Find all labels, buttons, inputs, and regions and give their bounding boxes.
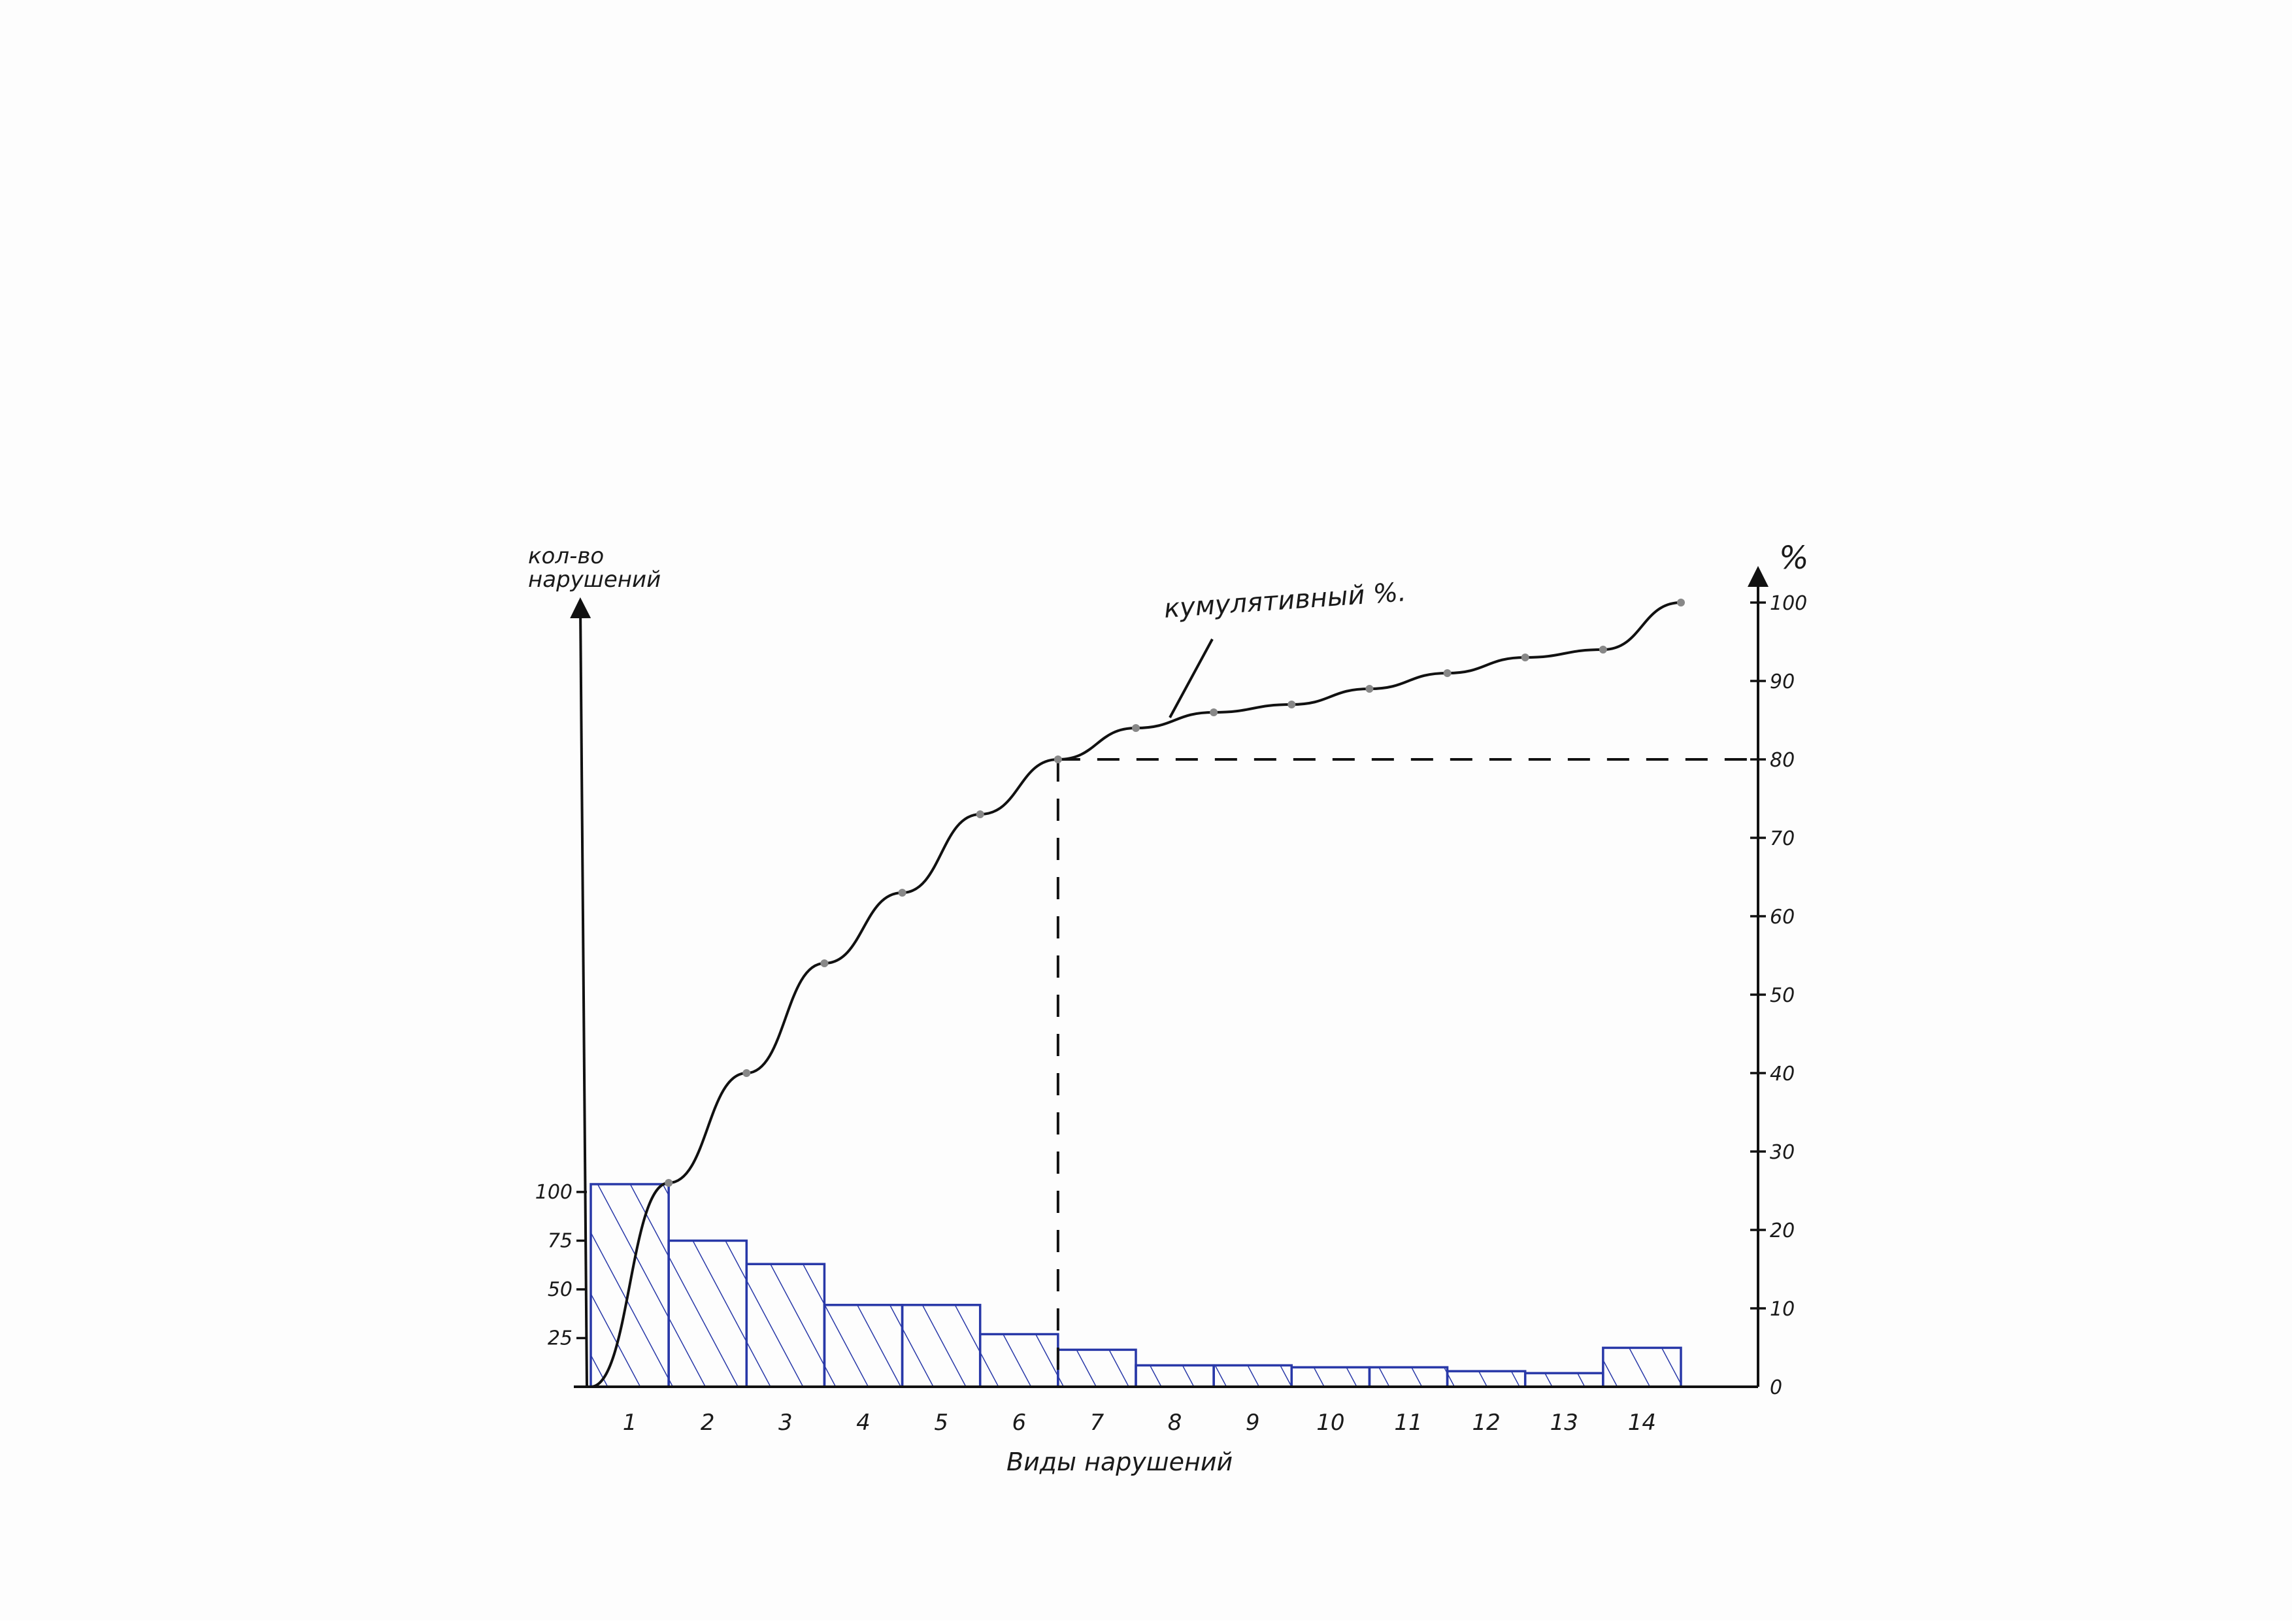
cumulative-point-13	[1599, 646, 1607, 654]
bar-12	[1446, 1370, 1527, 1388]
right-tick-label-80: 80	[1770, 749, 1795, 772]
x-tick-label-3: 3	[778, 1410, 793, 1436]
x-tick-label-11: 11	[1394, 1410, 1422, 1436]
x-tick-label-6: 6	[1012, 1410, 1026, 1436]
x-tick-label-2: 2	[701, 1410, 715, 1436]
x-tick-label-8: 8	[1168, 1410, 1182, 1436]
cumulative-point-8	[1210, 708, 1218, 716]
right-tick-label-20: 20	[1770, 1219, 1795, 1242]
left-tick-label-75: 75	[548, 1229, 573, 1252]
cumulative-point-6	[1054, 755, 1062, 763]
cumulative-point-2	[742, 1069, 751, 1077]
x-tick-label-14: 14	[1628, 1410, 1656, 1436]
right-axis-title: %	[1779, 540, 1809, 576]
bar-2	[667, 1239, 748, 1388]
left-tick-label-25: 25	[548, 1327, 573, 1350]
bar-11	[1368, 1366, 1449, 1388]
cumulative-point-4	[898, 889, 906, 897]
cumulative-point-12	[1521, 654, 1529, 661]
x-tick-label-13: 13	[1550, 1410, 1578, 1436]
cumulative-annotation: кумулятивный %.	[1163, 577, 1407, 624]
threshold-80-lines	[1056, 758, 1758, 1387]
bar-10	[1290, 1366, 1371, 1388]
left-axis-ticks: 25 50 75 100	[535, 1181, 587, 1350]
cumulative-point-11	[1443, 669, 1452, 677]
cumulative-line-layer	[590, 599, 1685, 1388]
left-y-axis	[570, 597, 591, 1387]
cumulative-point-3	[820, 959, 829, 967]
left-axis-title-line1: кол-во	[528, 543, 604, 569]
x-axis-tick-labels: 1 2 3 4 5 6 7 8 9 10 11 12 13 14	[623, 1410, 1656, 1436]
cumulative-point-7	[1132, 724, 1140, 732]
right-tick-label-40: 40	[1770, 1063, 1795, 1085]
x-axis-title: Виды нарушений	[1006, 1448, 1233, 1476]
left-tick-label-50: 50	[548, 1278, 573, 1301]
bar-6	[978, 1333, 1059, 1388]
bar-5	[901, 1304, 982, 1388]
cumulative-point-1	[665, 1179, 673, 1187]
cumulative-point-10	[1365, 685, 1374, 693]
cumulative-point-5	[976, 810, 984, 818]
right-tick-label-0: 0	[1770, 1376, 1782, 1399]
cumulative-point-14	[1677, 599, 1685, 606]
bar-13	[1523, 1372, 1604, 1388]
bar-8	[1135, 1364, 1215, 1388]
left-tick-label-100: 100	[535, 1181, 573, 1204]
x-tick-label-12: 12	[1472, 1410, 1501, 1436]
x-tick-label-9: 9	[1246, 1410, 1260, 1436]
left-axis-title-line2: нарушений	[528, 567, 661, 593]
right-axis-ticks: 0 10 20 30 40 50 60 70 80 90 100	[1750, 592, 1807, 1399]
right-tick-label-10: 10	[1770, 1298, 1795, 1321]
x-tick-label-1: 1	[623, 1410, 637, 1436]
right-tick-label-70: 70	[1770, 827, 1795, 850]
cumulative-point-9	[1287, 701, 1296, 708]
right-tick-label-50: 50	[1770, 984, 1795, 1007]
x-tick-label-10: 10	[1316, 1410, 1344, 1436]
bar-9	[1212, 1364, 1293, 1388]
right-tick-label-90: 90	[1770, 671, 1795, 693]
right-tick-label-60: 60	[1770, 906, 1795, 929]
bar-4	[823, 1304, 904, 1388]
x-tick-label-4: 4	[856, 1410, 871, 1436]
bars-layer	[590, 1183, 1682, 1388]
right-tick-label-100: 100	[1770, 592, 1807, 615]
bar-7	[1057, 1348, 1137, 1388]
bar-14	[1602, 1346, 1682, 1388]
x-tick-label-5: 5	[934, 1410, 948, 1436]
bar-3	[745, 1263, 826, 1388]
x-tick-label-7: 7	[1090, 1410, 1104, 1436]
annotation-pointer	[1169, 638, 1214, 718]
right-tick-label-30: 30	[1770, 1141, 1795, 1164]
